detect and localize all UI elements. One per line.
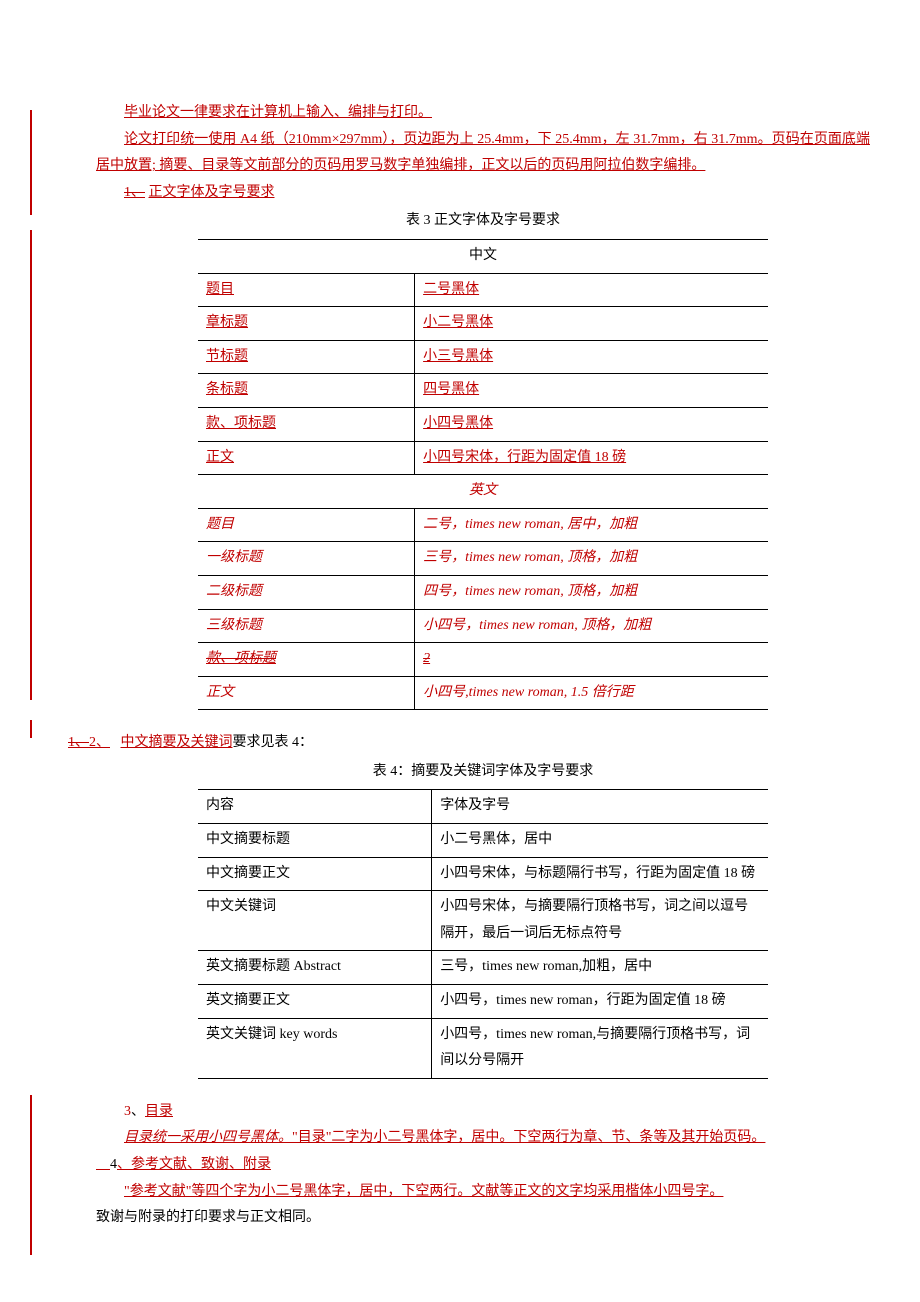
cell: 小二号黑体 xyxy=(423,315,493,330)
section-title: 正文字体及字号要求 xyxy=(149,185,275,200)
cell: 三级标题 xyxy=(206,618,262,633)
revision-marker xyxy=(30,110,32,215)
cell: 小四号，times new roman,与摘要隔行顶格书写，词间以分号隔开 xyxy=(432,1018,768,1078)
section4-body-red: "参考文献"等四个字为小二号黑体字，居中，下空两行。文献等正文的文字均采用楷体小… xyxy=(96,1179,870,1206)
cell: 章标题 xyxy=(206,315,248,330)
table4: 内容字体及字号 中文摘要标题小二号黑体，居中 中文摘要正文小四号宋体，与标题隔行… xyxy=(198,789,768,1078)
cell: 一级标题 xyxy=(206,550,262,565)
cell: 中文关键词 xyxy=(198,891,432,951)
deleted-number: 1、 xyxy=(68,735,89,750)
th: 内容 xyxy=(198,790,432,824)
inserted-text: 毕业论文一律要求在计算机上输入、编排与打印。 xyxy=(124,105,432,120)
revision-marker xyxy=(30,720,32,738)
section-number: 4 xyxy=(110,1157,117,1172)
cell: 正文 xyxy=(206,450,234,465)
cell: 二号黑体 xyxy=(423,282,479,297)
revision-marker xyxy=(30,1095,32,1255)
cell: 三号，times new roman, 顶格，加粗 xyxy=(423,550,637,565)
table4-caption: 表 4：摘要及关键词字体及字号要求 xyxy=(198,759,768,786)
cell: 中文摘要标题 xyxy=(198,824,432,858)
cell: 条标题 xyxy=(206,382,248,397)
table3: 中文 题目 二号黑体 章标题 小二号黑体 节标题 小三号黑体 条标题 四号黑体 款、项标… xyxy=(198,239,768,710)
cell: 题目 xyxy=(206,517,234,532)
section-title-red: 中文摘要及关键词 xyxy=(121,735,233,750)
inserted-text: "目录"二字为小二号黑体字，居中。下空两行为章、节、条等及其开始页码。 xyxy=(292,1130,765,1145)
section-title: 、参考文献、致谢、附录 xyxy=(117,1157,271,1172)
cell: 节标题 xyxy=(206,349,248,364)
cell: 二级标题 xyxy=(206,584,262,599)
th: 字体及字号 xyxy=(432,790,768,824)
inserted-italic: 目录统一采用小四号黑体。 xyxy=(124,1130,292,1145)
intro-para-1: 毕业论文一律要求在计算机上输入、编排与打印。 xyxy=(96,100,870,127)
cell: 小四号，times new roman，行距为固定值 18 磅 xyxy=(432,985,768,1019)
cell: 英文摘要标题 Abstract xyxy=(198,951,432,985)
section4-heading: 4、参考文献、致谢、附录 xyxy=(96,1152,870,1179)
table3-caption: 表 3 正文字体及字号要求 xyxy=(198,208,768,235)
inserted-number: 2、 xyxy=(89,735,110,750)
document-body: 毕业论文一律要求在计算机上输入、编排与打印。 论文打印统一使用 A4 纸（210… xyxy=(30,100,890,1232)
cell: 三号，times new roman,加粗，居中 xyxy=(432,951,768,985)
table3-container: 表 3 正文字体及字号要求 中文 题目 二号黑体 章标题 小二号黑体 节标题 小三号黑… xyxy=(198,208,768,710)
section2-heading: 1、2、 中文摘要及关键词要求见表 4： xyxy=(68,730,870,757)
cell: 小二号黑体，居中 xyxy=(432,824,768,858)
inserted-text: 论文打印统一使用 A4 纸（210mm×297mm），页边距为上 25.4mm，… xyxy=(96,132,870,174)
cell-deleted: 款、项标题 xyxy=(206,651,276,666)
table3-en-header: 英文 xyxy=(198,475,768,509)
intro-para-2: 论文打印统一使用 A4 纸（210mm×297mm），页边距为上 25.4mm，… xyxy=(96,127,870,180)
section1-heading: 1、 正文字体及字号要求 xyxy=(96,180,870,207)
cell: 英文摘要正文 xyxy=(198,985,432,1019)
section-title-plain: 要求见表 4： xyxy=(233,735,314,750)
cell: 正文 xyxy=(206,685,234,700)
cell: 小四号宋体，行距为固定值 18 磅 xyxy=(423,450,626,465)
revision-marker xyxy=(30,230,32,700)
cell: 小四号宋体，与标题隔行书写，行距为固定值 18 磅 xyxy=(432,857,768,891)
deleted-number: 1、 xyxy=(124,185,145,200)
cell: 小三号黑体 xyxy=(423,349,493,364)
section3-heading: 33、目录、目录 xyxy=(96,1099,870,1126)
cell: 英文关键词 key words xyxy=(198,1018,432,1078)
section3-body: 目录统一采用小四号黑体。"目录"二字为小二号黑体字，居中。下空两行为章、节、条等… xyxy=(96,1125,870,1152)
table3-cn-header: 中文 xyxy=(198,239,768,273)
section-number: 3 xyxy=(124,1104,131,1119)
table4-container: 表 4：摘要及关键词字体及字号要求 内容字体及字号 中文摘要标题小二号黑体，居中… xyxy=(198,759,768,1079)
cell: 二号，times new roman, 居中，加粗 xyxy=(423,517,637,532)
inserted-text: "参考文献"等四个字为小二号黑体字，居中，下空两行。文献等正文的文字均采用楷体小… xyxy=(124,1184,723,1199)
cell: 小四号,times new roman, 1.5 倍行距 xyxy=(423,685,634,700)
cell: 小四号黑体 xyxy=(423,416,493,431)
cell: 款、项标题 xyxy=(206,416,276,431)
cell: 中文摘要正文 xyxy=(198,857,432,891)
section4-body-plain: 致谢与附录的打印要求与正文相同。 xyxy=(96,1205,870,1232)
cell: 题目 xyxy=(206,282,234,297)
cell: 小四号，times new roman, 顶格，加粗 xyxy=(423,618,651,633)
cell: 四号黑体 xyxy=(423,382,479,397)
cell-deleted: 2 xyxy=(423,651,430,666)
cell: 四号，times new roman, 顶格，加粗 xyxy=(423,584,637,599)
cell: 小四号宋体，与摘要隔行顶格书写，词之间以逗号隔开，最后一词后无标点符号 xyxy=(432,891,768,951)
